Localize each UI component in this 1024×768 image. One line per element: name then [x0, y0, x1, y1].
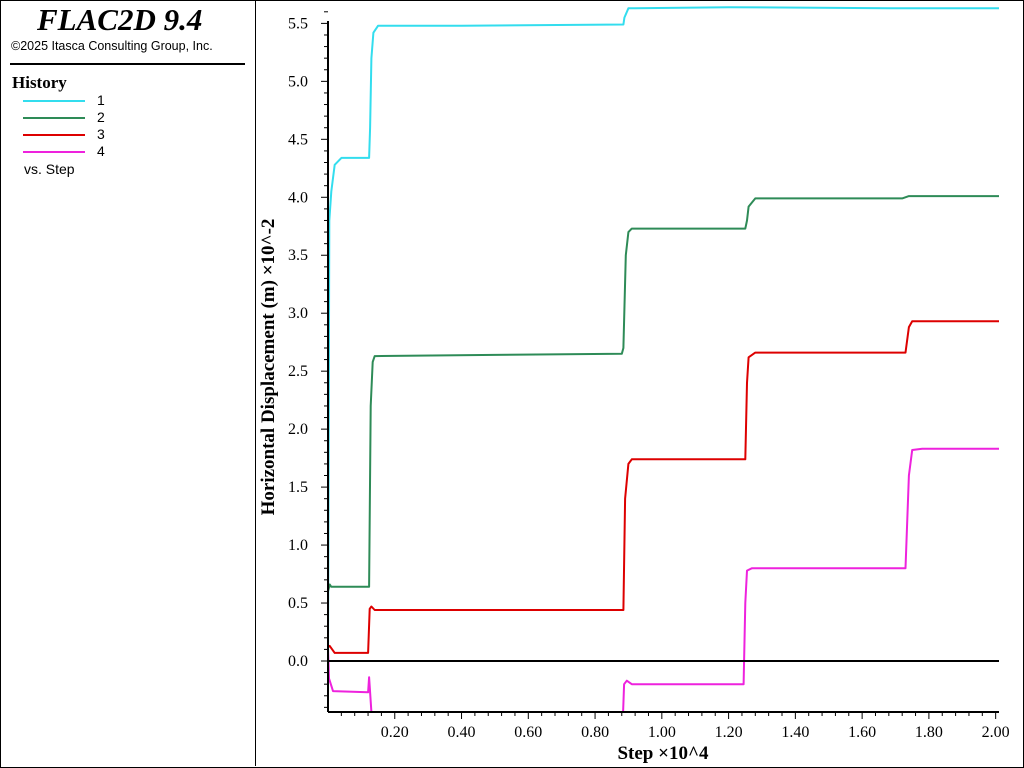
legend-item-2: 2	[23, 109, 223, 125]
legend-label-4: 4	[97, 143, 105, 159]
x-tick-label: 0.20	[381, 724, 409, 741]
y-tick-label: 0.5	[288, 595, 308, 612]
x-tick-label: 1.20	[715, 724, 743, 741]
legend-line-3	[23, 134, 85, 136]
legend-line-4	[23, 151, 85, 153]
legend-item-3: 3	[23, 126, 223, 142]
y-tick-label: 4.5	[288, 131, 308, 148]
y-tick-label: 3.5	[288, 247, 308, 264]
x-tick-label: 0.80	[581, 724, 609, 741]
history-plot: 0.20 0.40 0.60 0.80 1.00 1.20 1.40 1.60 1.80 2.00…	[258, 6, 1010, 764]
x-tick-label: 1.60	[848, 724, 876, 741]
legend-item-1: 1	[23, 92, 223, 108]
legend-label-3: 3	[97, 126, 105, 142]
y-tick-label: 2.5	[288, 363, 308, 380]
legend-xvar: vs. Step	[24, 161, 75, 177]
x-tick-label: 2.00	[982, 724, 1010, 741]
y-tick-label: 2.0	[288, 421, 308, 438]
y-tick-label: 0.0	[288, 653, 308, 670]
y-tick-label: 5.0	[288, 73, 308, 90]
y-tick-label: 1.0	[288, 537, 308, 554]
x-tick-label: 1.80	[915, 724, 943, 741]
x-tick-label: 1.00	[648, 724, 676, 741]
x-tick-label: 1.40	[781, 724, 809, 741]
legend-label-1: 1	[97, 92, 105, 108]
legend-line-1	[23, 100, 85, 102]
x-tick-label: 0.40	[448, 724, 476, 741]
x-axis-label: Step ×10^4	[617, 743, 709, 764]
series-line-3	[327, 320, 999, 654]
y-tick-label: 1.5	[288, 479, 308, 496]
y-tick-label: 5.5	[288, 15, 308, 32]
legend-item-4: 4	[23, 143, 223, 159]
app-title: FLAC2D 9.4	[37, 2, 203, 37]
y-axis-label: Horizontal Displacement (m) ×10^-2	[258, 219, 279, 516]
series-line-1	[327, 6, 999, 662]
legend-panel: FLAC2D 9.4 ©2025 Itasca Consulting Group…	[1, 1, 256, 766]
legend-line-2	[23, 117, 85, 119]
y-tick-label: 3.0	[288, 305, 308, 322]
legend-title: History	[12, 73, 67, 92]
copyright-text: ©2025 Itasca Consulting Group, Inc.	[11, 39, 213, 53]
y-tick-label: 4.0	[288, 189, 308, 206]
x-tick-label: 0.60	[514, 724, 542, 741]
series-line-2	[327, 195, 999, 592]
series-line-4	[327, 447, 999, 713]
separator	[10, 63, 245, 65]
legend-label-2: 2	[97, 109, 105, 125]
